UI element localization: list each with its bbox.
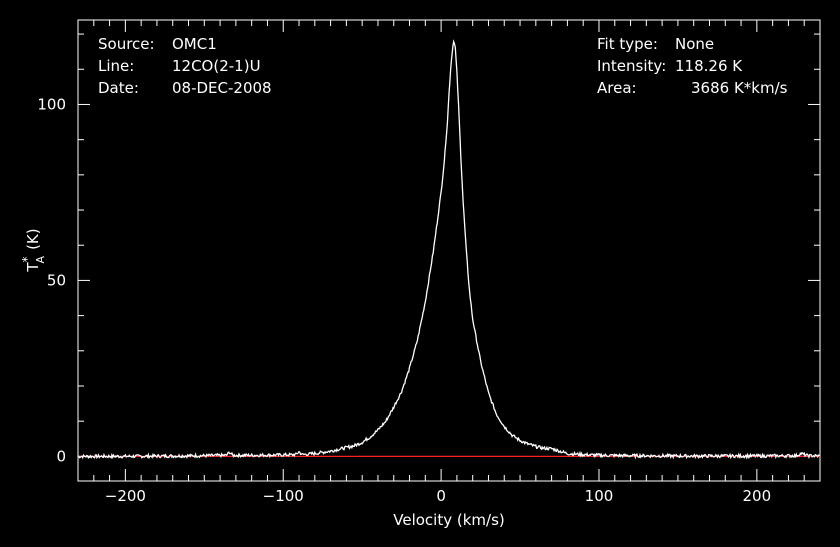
x-tick-label: 100 — [585, 487, 614, 505]
plot-frame — [77, 19, 821, 482]
info-label: Area: — [597, 79, 637, 97]
y-tick-label: 50 — [47, 271, 66, 289]
header-left: Source: OMC1 Line: 12CO(2-1)U Date: 08-DEC-… — [98, 33, 272, 99]
x-tick-label: 200 — [743, 487, 772, 505]
info-label: Intensity: — [597, 57, 667, 75]
axis-tick-labels: −200 −100 0 100 200 0 50 100 — [37, 95, 771, 505]
x-tick-label: 0 — [436, 487, 446, 505]
y-tick-label: 0 — [56, 447, 66, 465]
info-row-area: Area: 3686 K*km/s — [597, 77, 787, 99]
info-row-line: Line: 12CO(2-1)U — [98, 55, 272, 77]
info-value: 12CO(2-1)U — [172, 57, 261, 75]
info-value: 08-DEC-2008 — [172, 79, 272, 97]
y-label-unit: (K) — [24, 228, 42, 250]
info-row-fit-type: Fit type: None — [597, 33, 787, 55]
y-label-sup: * — [20, 256, 34, 262]
info-label: Date: — [98, 79, 139, 97]
header-right: Fit type: None Intensity: 118.26 K Area: 36… — [597, 33, 787, 99]
y-tick-label: 100 — [37, 95, 66, 113]
y-label-main: T — [24, 262, 42, 273]
axis-ticks — [78, 20, 821, 481]
x-axis-label: Velocity (km/s) — [393, 511, 504, 529]
y-label-sub: A — [34, 255, 47, 263]
x-tick-label: −200 — [105, 487, 146, 505]
info-label: Line: — [98, 57, 135, 75]
info-value: None — [675, 35, 715, 53]
info-row-intensity: Intensity: 118.26 K — [597, 55, 787, 77]
info-row-date: Date: 08-DEC-2008 — [98, 77, 272, 99]
info-value: 3686 K*km/s — [691, 79, 788, 97]
info-value: 118.26 K — [675, 57, 743, 75]
svg-text:T*A(K): T*A (K) — [20, 228, 47, 272]
info-row-source: Source: OMC1 — [98, 33, 272, 55]
info-value: OMC1 — [172, 35, 217, 53]
y-axis-label: T*A (K) — [20, 228, 47, 272]
spectrum-line — [77, 39, 821, 460]
info-label: Source: — [98, 35, 155, 53]
x-tick-label: −100 — [263, 487, 304, 505]
info-label: Fit type: — [597, 35, 658, 53]
